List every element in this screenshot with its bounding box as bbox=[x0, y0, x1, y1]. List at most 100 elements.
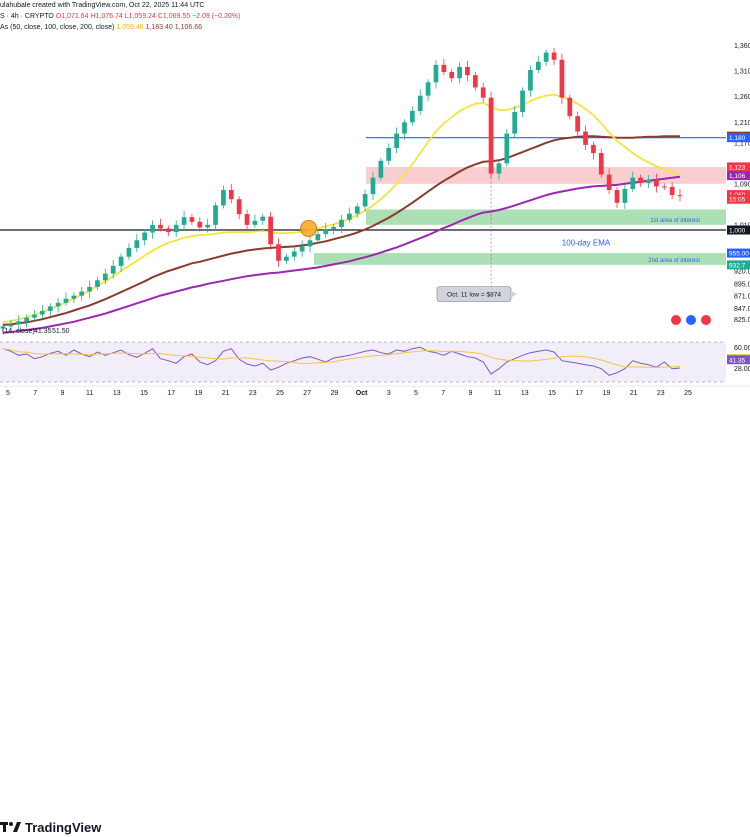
candle bbox=[323, 222, 329, 239]
candle bbox=[197, 217, 203, 232]
green-zone-1-label: 1st area of interest bbox=[650, 218, 700, 224]
tradingview-logo[interactable]: TradingView bbox=[0, 817, 101, 837]
candle-body bbox=[394, 133, 399, 148]
candle-body bbox=[638, 177, 644, 183]
candle-body bbox=[205, 224, 211, 228]
candle bbox=[354, 203, 360, 218]
candle bbox=[606, 168, 612, 195]
price-tick-label: 1,260 bbox=[734, 94, 750, 101]
candle-body bbox=[567, 97, 573, 117]
candle bbox=[417, 89, 423, 116]
candle bbox=[378, 157, 384, 181]
candle bbox=[433, 60, 439, 89]
candle-body bbox=[47, 306, 53, 312]
candle bbox=[221, 185, 226, 209]
candle bbox=[8, 319, 14, 331]
candle-body bbox=[591, 144, 596, 154]
time-tick-label: 17 bbox=[575, 390, 583, 397]
candle-body bbox=[307, 240, 313, 247]
candle bbox=[95, 277, 100, 290]
candle-body bbox=[520, 90, 525, 113]
candle-body bbox=[8, 324, 14, 327]
time-tick-label: 21 bbox=[630, 390, 638, 397]
candle bbox=[315, 229, 321, 244]
candle bbox=[244, 209, 250, 232]
candle bbox=[47, 303, 53, 317]
ohlc-close: C1,069.55 bbox=[157, 13, 191, 20]
touch-highlight-circle bbox=[300, 219, 318, 237]
price-chart[interactable]: 1st area of interest 2nd area of interest… bbox=[0, 0, 750, 408]
candle bbox=[677, 188, 683, 202]
candle bbox=[276, 238, 281, 267]
candle bbox=[236, 196, 242, 220]
candle-body bbox=[646, 179, 651, 183]
candle bbox=[480, 82, 486, 102]
candle bbox=[189, 214, 195, 225]
candle bbox=[512, 105, 518, 138]
candle bbox=[39, 304, 45, 319]
ohlc-change: −2.09 (−0.20%) bbox=[192, 13, 241, 20]
candle-body bbox=[165, 228, 171, 233]
candle bbox=[362, 189, 368, 212]
time-tick-label: 15 bbox=[548, 390, 556, 397]
candle bbox=[291, 246, 297, 261]
candle-body bbox=[126, 247, 132, 257]
time-tick-label: 27 bbox=[303, 390, 311, 397]
candle bbox=[559, 53, 565, 104]
candle-body bbox=[268, 216, 274, 245]
candle bbox=[252, 214, 258, 228]
candle bbox=[425, 79, 431, 101]
candle-body bbox=[425, 82, 431, 96]
price-tick-label: 1,210 bbox=[734, 120, 750, 127]
candle-body bbox=[39, 311, 45, 315]
candle bbox=[24, 314, 29, 328]
candle bbox=[402, 119, 407, 140]
candle-body bbox=[347, 213, 352, 220]
rsi-tick-label: 60.00 bbox=[734, 345, 750, 352]
candle-body bbox=[378, 160, 384, 178]
candle-body bbox=[32, 314, 37, 318]
candle-body bbox=[622, 188, 628, 203]
candle-body bbox=[95, 280, 100, 287]
candle-body bbox=[535, 61, 541, 70]
red-zone bbox=[366, 166, 726, 184]
candle bbox=[496, 160, 502, 180]
candle-body bbox=[197, 221, 203, 228]
candle-body bbox=[158, 224, 163, 229]
candle-body bbox=[583, 131, 588, 145]
candle-body bbox=[370, 177, 376, 195]
price-badge bbox=[727, 260, 750, 270]
green-zone-1 bbox=[366, 209, 726, 225]
time-tick-label: 11 bbox=[494, 390, 501, 397]
price-badge-label: 1,180 bbox=[729, 135, 746, 142]
price-badge-label: 1,106 bbox=[729, 173, 746, 180]
candle-body bbox=[181, 217, 187, 225]
candle bbox=[630, 171, 636, 193]
candle-body bbox=[480, 87, 486, 98]
candle bbox=[370, 171, 376, 201]
candle bbox=[614, 186, 620, 208]
candle-body bbox=[488, 97, 494, 174]
candle-body bbox=[315, 234, 321, 241]
candle bbox=[268, 212, 274, 250]
time-tick-label: 9 bbox=[60, 390, 64, 397]
candle bbox=[150, 220, 155, 239]
candle-body bbox=[284, 256, 289, 261]
time-tick-label: 5 bbox=[414, 390, 418, 397]
candle bbox=[134, 234, 140, 253]
candle bbox=[520, 87, 525, 118]
ohlc-high: H1,076.74 bbox=[90, 13, 123, 20]
candle bbox=[32, 310, 37, 321]
candle-body bbox=[512, 112, 518, 134]
green-zone-2-label: 2nd area of interest bbox=[648, 258, 700, 264]
price-tick-label: 825.00 bbox=[734, 317, 750, 324]
candle-body bbox=[457, 66, 462, 79]
candle-body bbox=[606, 174, 612, 190]
candle bbox=[205, 218, 211, 233]
rsi-ma-line bbox=[2, 348, 681, 369]
time-tick-label: 7 bbox=[441, 390, 445, 397]
candle bbox=[567, 94, 573, 120]
candle-body bbox=[630, 177, 636, 189]
price-tick-label: 1,090 bbox=[734, 181, 750, 188]
candle-body bbox=[71, 295, 77, 299]
